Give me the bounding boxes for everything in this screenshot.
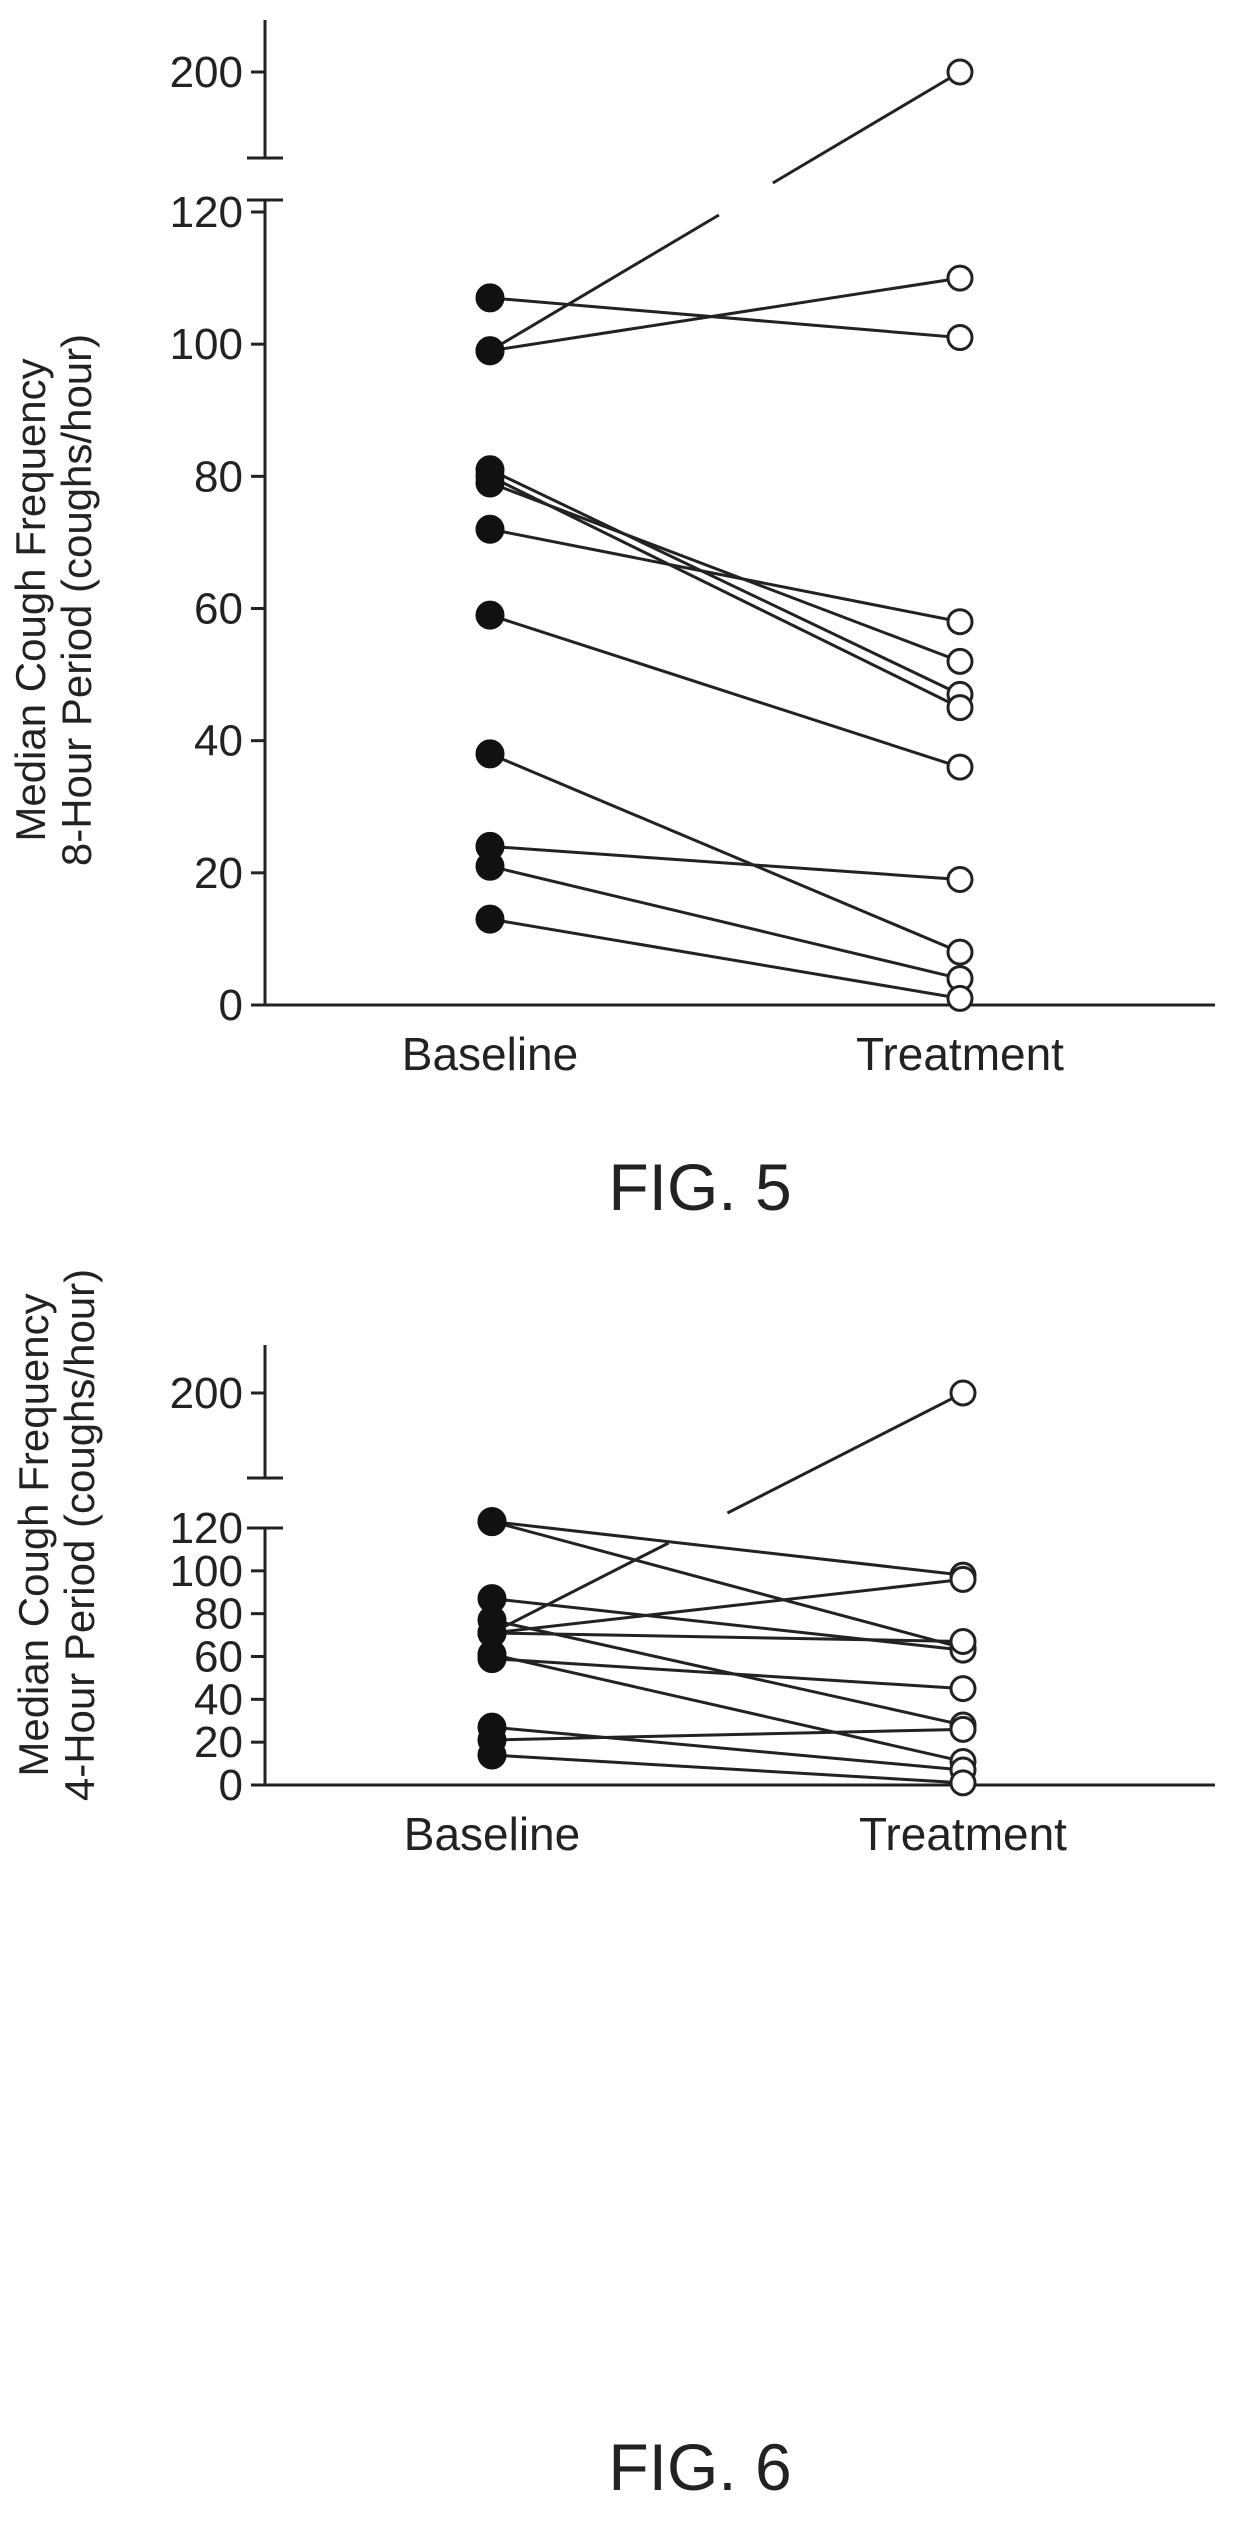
fig5-treatment-point	[946, 938, 974, 966]
fig5-pair-line	[489, 613, 961, 769]
fig5-treatment-point	[946, 865, 974, 893]
fig6-treatment-point	[949, 1628, 977, 1656]
fig6-ytick-label-40: 40	[194, 1675, 243, 1724]
fig5-caption: FIG. 5	[608, 1150, 791, 1224]
fig6-treatment-point	[949, 1379, 977, 1407]
fig5-pair-line	[489, 481, 961, 663]
fig5-y-axis-label-line-1: Median Cough Frequency	[7, 358, 54, 841]
fig5-treatment-point	[946, 58, 974, 86]
fig6-y-axis-label: Median Cough Frequency4-Hour Period (cou…	[10, 1269, 103, 1801]
fig5-pair-line	[489, 752, 961, 954]
fig6-y-axis-label-line-2: 4-Hour Period (coughs/hour)	[56, 1269, 103, 1801]
fig5-pair-line	[489, 527, 961, 624]
fig5-treatment-point	[946, 984, 974, 1012]
fig5-pair-line	[489, 296, 961, 340]
fig5-pair-line	[489, 276, 961, 353]
fig5-ytick-label-120: 120	[170, 188, 243, 237]
fig6-ytick-label-0: 0	[219, 1761, 243, 1810]
fig6-treatment-point	[949, 1769, 977, 1797]
fig5-baseline-point	[475, 739, 505, 769]
fig6-pair-line	[491, 1541, 670, 1635]
fig5-panel: 0 20 40 60 80 100 120 200 Median Cough Frequency…	[7, 20, 1215, 1224]
fig5-y-axis-label: Median Cough Frequency8-Hour Period (cou…	[7, 334, 100, 866]
fig6-pair-line	[491, 1652, 964, 1763]
fig5-treatment-point	[946, 753, 974, 781]
fig5-ytick-label-80: 80	[194, 452, 243, 501]
fig6-category-baseline: Baseline	[404, 1808, 580, 1860]
fig5-pair-line	[489, 468, 961, 696]
fig6-pair-line	[491, 1631, 964, 1644]
fig6-ytick-label-60: 60	[194, 1633, 243, 1682]
fig6-treatment-point	[949, 1675, 977, 1703]
fig5-baseline-point	[475, 904, 505, 934]
fig5-baseline-point	[475, 514, 505, 544]
fig5-baseline-point	[475, 283, 505, 313]
fig6-category-treatment: Treatment	[859, 1808, 1067, 1860]
fig6-caption: FIG. 6	[608, 2430, 791, 2504]
fig6-pair-line	[491, 1657, 964, 1691]
fig6-ytick-label-20: 20	[194, 1718, 243, 1767]
fig5-ytick-label-40: 40	[194, 717, 243, 766]
fig6-ytick-label-120: 120	[170, 1504, 243, 1553]
fig5-treatment-point	[946, 647, 974, 675]
fig6-treatment-point	[949, 1715, 977, 1743]
fig6-pair-line-upper	[726, 1391, 964, 1515]
fig6-pair-line	[491, 1753, 964, 1785]
fig6-baseline-point	[477, 1740, 507, 1770]
fig5-y-axis-label-line-2: 8-Hour Period (coughs/hour)	[53, 334, 100, 866]
fig5-ytick-label-200: 200	[170, 48, 243, 97]
fig6-baseline-point	[477, 1507, 507, 1537]
fig5-category-baseline: Baseline	[402, 1028, 578, 1080]
fig5-pair-line	[489, 213, 720, 353]
fig6-ytick-label-100: 100	[170, 1547, 243, 1596]
fig6-ytick-label-200: 200	[170, 1369, 243, 1418]
fig5-baseline-point	[475, 468, 505, 498]
fig5-treatment-point	[946, 324, 974, 352]
fig5-ytick-label-20: 20	[194, 849, 243, 898]
fig5-ytick-label-100: 100	[170, 320, 243, 369]
fig6-pair-line	[491, 1725, 964, 1772]
fig5-pair-line	[489, 864, 961, 981]
fig5-treatment-point	[946, 694, 974, 722]
fig5-pair-line-upper	[772, 70, 961, 185]
fig5-baseline-point	[475, 851, 505, 881]
fig6-y-axis-label-line-1: Median Cough Frequency	[10, 1293, 57, 1776]
fig6-ytick-label-80: 80	[194, 1590, 243, 1639]
fig6-pair-line	[491, 1577, 964, 1635]
fig5-pair-line	[489, 917, 961, 1000]
fig5-ytick-label-0: 0	[219, 981, 243, 1030]
fig6-pair-line	[491, 1520, 964, 1577]
fig6-pair-line	[491, 1727, 964, 1742]
fig6-treatment-point	[949, 1565, 977, 1593]
fig5-ytick-label-60: 60	[194, 585, 243, 634]
fig5-treatment-point	[946, 264, 974, 292]
fig5-treatment-point	[946, 608, 974, 636]
fig6-pair-line	[491, 1520, 964, 1650]
fig5-pair-line	[489, 474, 961, 709]
fig5-baseline-point	[475, 336, 505, 366]
fig5-baseline-point	[475, 600, 505, 630]
fig5-pair-line	[489, 844, 961, 881]
fig5-category-treatment: Treatment	[856, 1028, 1064, 1080]
fig6-baseline-point	[477, 1644, 507, 1674]
